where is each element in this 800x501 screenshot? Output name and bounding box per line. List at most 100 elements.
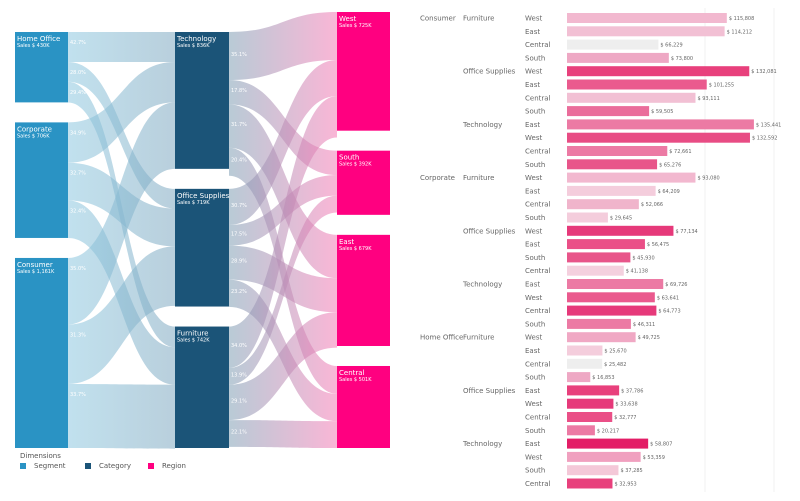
- bar-value-label: $ 37,285: [620, 468, 642, 474]
- flow-ribbon: [229, 60, 337, 225]
- bar-value-label: $ 114,212: [727, 29, 752, 35]
- region-node: [337, 365, 390, 448]
- flow-percent-label: 33.7%: [70, 392, 86, 398]
- bar-value-label: $ 52,066: [641, 202, 663, 208]
- bar: [567, 412, 613, 422]
- bar-value-label: $ 20,217: [597, 428, 619, 434]
- bar: [567, 438, 649, 449]
- category-label: Office Supplies: [463, 68, 516, 76]
- flow-percent-label: 30.7%: [231, 203, 247, 209]
- region-label: South: [525, 214, 545, 222]
- legend-swatch: [148, 463, 154, 469]
- bar-value-label: $ 53,359: [643, 455, 665, 461]
- flow-percent-label: 34.0%: [231, 343, 247, 349]
- bar: [567, 292, 655, 303]
- bar: [567, 478, 613, 489]
- flow-percent-label: 17.8%: [231, 88, 247, 94]
- category-label: Technology: [462, 121, 502, 129]
- bar-value-label: $ 16,853: [592, 375, 614, 381]
- legend-title: Dimensions: [20, 452, 61, 460]
- region-label: Central: [525, 201, 551, 209]
- bar: [567, 13, 727, 23]
- bar-value-label: $ 58,807: [650, 442, 672, 448]
- region-label: West: [525, 68, 542, 76]
- segment-node: [15, 32, 68, 103]
- bar: [567, 279, 664, 289]
- region-label: West: [525, 174, 542, 182]
- bar-value-label: $ 64,773: [658, 309, 680, 315]
- legend-item-category: Category: [85, 462, 131, 470]
- region-label: West: [525, 453, 542, 461]
- category-label: Furniture: [463, 15, 494, 23]
- region-label: South: [525, 54, 545, 62]
- category-label: Technology: [462, 440, 502, 448]
- bar: [567, 199, 639, 210]
- region-label: Central: [525, 94, 551, 102]
- flow-percent-label: 31.7%: [231, 122, 247, 128]
- bar-value-label: $ 59,505: [651, 109, 673, 115]
- flow-percent-label: 32.4%: [70, 209, 86, 215]
- region-sales-label: Sales $ 725K: [339, 23, 372, 29]
- region-label: Central: [525, 360, 551, 368]
- region-label: West: [525, 400, 542, 408]
- bar: [567, 398, 614, 409]
- bar-value-label: $ 25,670: [604, 349, 626, 355]
- bar-value-label: $ 41,138: [626, 269, 648, 275]
- bar: [567, 39, 659, 50]
- legend-item-region: Region: [148, 462, 186, 470]
- bar-value-label: $ 63,641: [657, 295, 679, 301]
- region-label: Central: [525, 480, 551, 488]
- region-label: West: [525, 227, 542, 235]
- bar: [567, 92, 696, 103]
- bar-value-label: $ 33,638: [615, 402, 637, 408]
- category-label: Office Supplies: [463, 387, 516, 395]
- bar: [567, 106, 650, 117]
- category-node: [175, 32, 229, 169]
- category-label: Office Supplies: [463, 227, 516, 235]
- region-name-label: West: [339, 15, 356, 23]
- bar: [567, 318, 631, 329]
- flow-percent-label: 34.9%: [70, 130, 86, 136]
- flow-percent-label: 35.1%: [231, 52, 247, 58]
- bar: [567, 119, 754, 130]
- region-sales-label: Sales $ 679K: [339, 246, 372, 252]
- flow-percent-label: 28.0%: [70, 70, 86, 76]
- flow-ribbon: [229, 175, 337, 246]
- flow-ribbon: [68, 246, 175, 384]
- bar: [567, 332, 636, 343]
- flow-percent-label: 23.2%: [231, 289, 247, 295]
- flow-ribbon: [68, 32, 175, 63]
- flow-percent-label: 42.7%: [70, 40, 86, 46]
- segment-name-label: Corporate: [17, 125, 52, 133]
- bar-value-label: $ 32,953: [614, 482, 636, 488]
- flow-percent-label: 28.9%: [231, 259, 247, 265]
- flow-ribbon: [68, 383, 175, 449]
- flow-ribbon: [68, 102, 175, 325]
- bar-value-label: $ 115,808: [729, 16, 754, 22]
- region-node: [337, 150, 390, 215]
- bar: [567, 146, 668, 156]
- sankey-chart: 42.7% 28.0% 29.4% 34.9% 32.7% 32.4% 35.0% 31.3%…: [15, 12, 390, 449]
- bar-value-label: $ 49,725: [638, 335, 660, 341]
- bar: [567, 451, 641, 462]
- legend-label: Region: [162, 462, 186, 470]
- bar: [567, 345, 603, 356]
- legend-label: Category: [99, 462, 131, 470]
- region-label: Central: [525, 267, 551, 275]
- flow-percent-label: 13.9%: [231, 372, 247, 378]
- bar: [567, 185, 656, 196]
- region-label: East: [525, 281, 540, 289]
- legend: Dimensions Segment Category Region: [20, 452, 220, 476]
- region-label: West: [525, 134, 542, 142]
- segment-sales-label: Sales $ 430K: [17, 43, 50, 49]
- legend-item-segment: Segment: [20, 462, 66, 470]
- region-label: South: [525, 254, 545, 262]
- category-name-label: Office Supplies: [177, 192, 230, 200]
- category-label: Furniture: [463, 174, 494, 182]
- bar-value-label: $ 45,930: [632, 255, 654, 261]
- region-label: East: [525, 187, 540, 195]
- region-label: South: [525, 467, 545, 475]
- region-sales-label: Sales $ 501K: [339, 377, 372, 383]
- bar: [567, 425, 595, 436]
- bar-value-label: $ 101,255: [709, 83, 734, 89]
